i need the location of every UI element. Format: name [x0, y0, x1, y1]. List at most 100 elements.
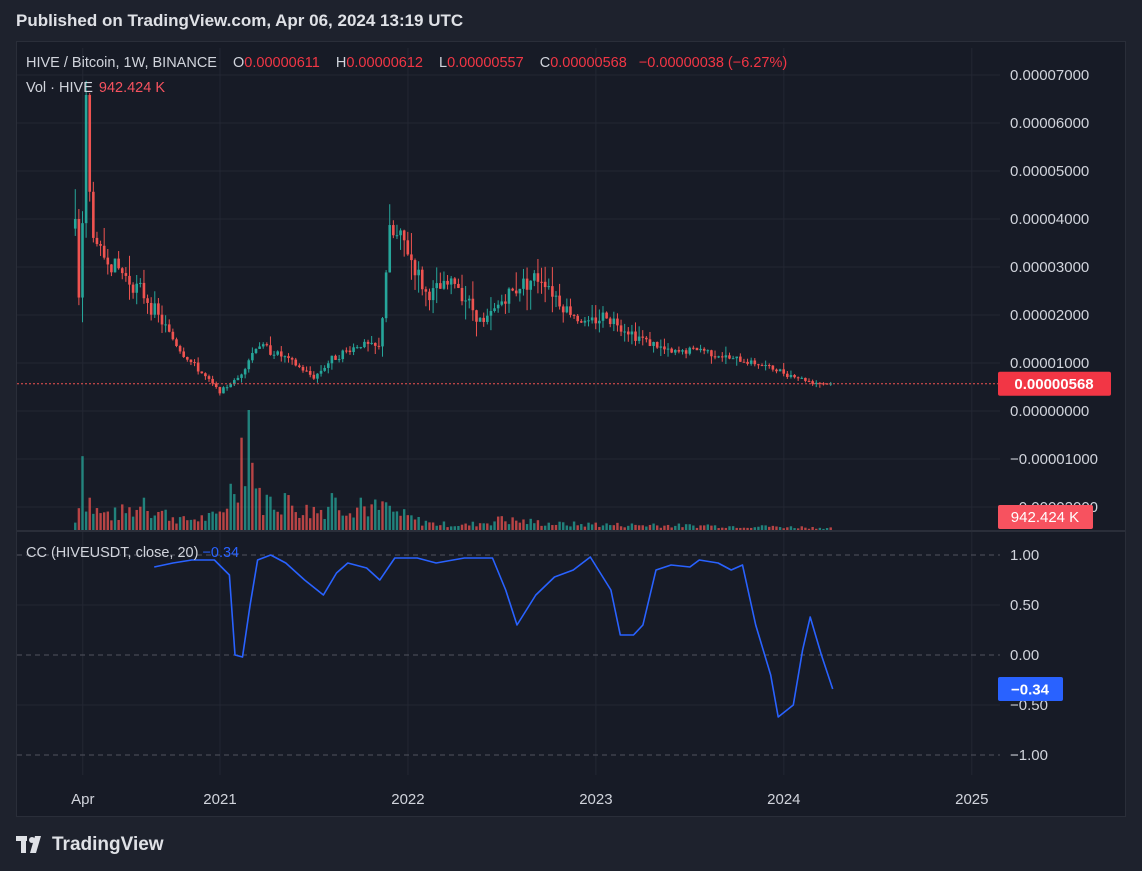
volume-bar — [496, 516, 500, 530]
volume-bar — [565, 525, 569, 530]
candle-body — [551, 286, 554, 297]
volume-bar — [768, 526, 771, 530]
candle-body — [384, 272, 388, 319]
candle-body — [500, 301, 504, 305]
volume-label[interactable]: Vol · HIVE — [26, 80, 93, 96]
candle-body — [110, 264, 113, 273]
candle-body — [558, 295, 561, 307]
low-value: 0.00000557 — [447, 55, 524, 71]
volume-bar — [775, 526, 778, 530]
volume-bar — [482, 523, 485, 530]
candle-body — [157, 303, 160, 315]
volume-bar — [272, 509, 276, 530]
candle-body — [117, 258, 120, 269]
volume-bar — [269, 496, 272, 530]
candle-body — [764, 365, 767, 367]
candle-body — [406, 240, 410, 255]
cc-label[interactable]: CC (HIVEUSDT, close, 20) — [26, 545, 199, 561]
volume-legend: Vol · HIVE 942.424 K — [26, 80, 165, 96]
candle-body — [312, 374, 316, 379]
candle-body — [493, 308, 496, 312]
footer-brand[interactable]: TradingView — [16, 834, 164, 856]
candle-body — [308, 370, 312, 375]
candle-body — [189, 359, 193, 363]
volume-bar — [171, 517, 175, 530]
candle-body — [240, 374, 243, 378]
candle-body — [641, 336, 645, 338]
candle-body — [496, 304, 500, 309]
candle-body — [724, 355, 728, 358]
volume-bar — [594, 522, 597, 530]
candle-body — [533, 273, 536, 281]
candle-body — [186, 356, 189, 360]
candle-body — [399, 230, 402, 236]
volume-bar — [692, 525, 695, 530]
volume-bar — [294, 512, 297, 530]
candle-body — [688, 347, 692, 354]
volume-bar — [95, 508, 99, 530]
candle-body — [261, 344, 265, 347]
candle-body — [305, 370, 308, 372]
candle-body — [128, 275, 131, 285]
candle-body — [178, 346, 182, 352]
candle-body — [218, 387, 222, 394]
candle-body — [814, 382, 818, 384]
volume-bar — [352, 517, 355, 530]
candle-body — [366, 341, 370, 344]
volume-bar — [330, 493, 334, 530]
candle-body — [561, 306, 565, 313]
volume-bar — [247, 410, 250, 530]
x-tick-label: 2021 — [203, 791, 236, 808]
volume-bar — [446, 527, 449, 530]
candle-body — [601, 312, 605, 321]
candle-body — [818, 382, 822, 384]
symbol-legend: HIVE / Bitcoin, 1W, BINANCE O0.00000611 … — [26, 55, 787, 71]
volume-bar — [240, 437, 243, 530]
candle-body — [348, 350, 352, 353]
cc-tick-label: −1.00 — [1010, 747, 1048, 764]
volume-bar — [81, 456, 84, 530]
x-tick-label: Apr — [71, 791, 94, 808]
volume-bar — [681, 527, 684, 530]
volume-bar — [160, 510, 164, 530]
volume-bar — [471, 521, 475, 530]
candle-body — [771, 365, 775, 370]
candle-body — [793, 374, 796, 378]
volume-bar — [666, 524, 670, 530]
volume-bar — [543, 525, 547, 530]
volume-bar — [337, 510, 341, 530]
volume-bar — [363, 506, 366, 530]
volume-bar — [464, 523, 467, 530]
volume-bar — [200, 515, 203, 530]
volume-bar — [178, 517, 182, 530]
volume-bar — [468, 525, 471, 530]
price-candles — [17, 80, 1000, 396]
candle-body — [124, 273, 128, 276]
axes: Apr 2021 2022 2023 2024 2025 0.00007000 0.00006… — [71, 67, 1111, 808]
tradingview-logo-icon — [16, 836, 41, 853]
candle-body — [655, 342, 659, 348]
candle-body — [435, 283, 439, 289]
candle-body — [146, 298, 149, 303]
volume-bar — [106, 511, 109, 530]
cc-last-badge — [998, 677, 1063, 701]
volume-bar — [341, 515, 344, 530]
candle-body — [417, 269, 420, 276]
volume-bar — [739, 527, 742, 530]
candle-body — [363, 341, 366, 348]
candle-body — [449, 278, 453, 285]
volume-bar — [706, 524, 710, 530]
x-tick-label: 2025 — [955, 791, 988, 808]
candle-body — [579, 321, 583, 323]
symbol-label[interactable]: HIVE / Bitcoin, 1W, BINANCE — [26, 55, 217, 71]
candle-body — [594, 317, 598, 324]
volume-bar — [623, 527, 626, 530]
volume-bar — [186, 520, 189, 530]
volume-bar — [215, 513, 218, 530]
candle-body — [811, 381, 814, 384]
volume-bar — [428, 522, 431, 530]
candle-body — [482, 317, 486, 322]
candle-body — [728, 355, 731, 359]
candle-body — [475, 310, 478, 322]
